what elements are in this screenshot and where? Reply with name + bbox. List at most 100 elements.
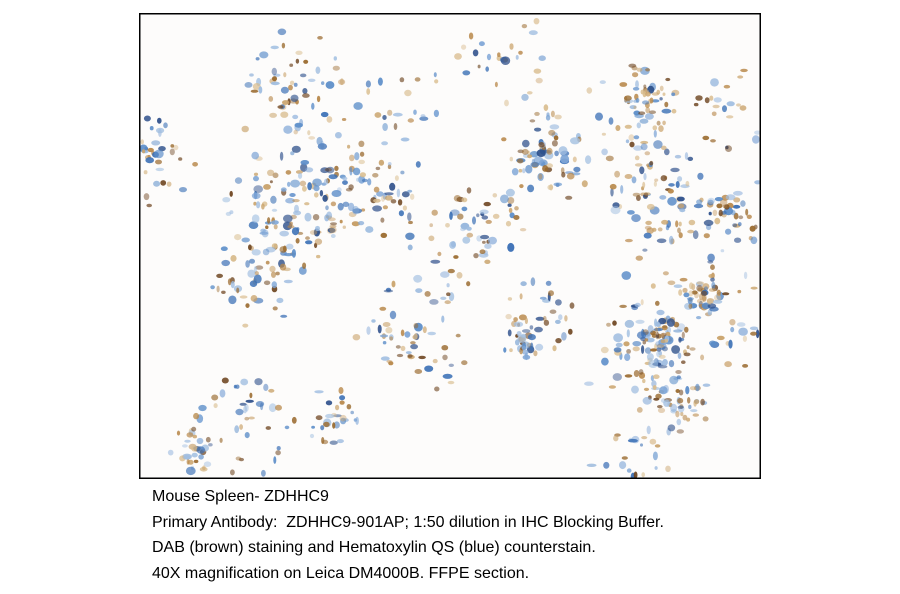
cell [399,77,405,83]
cell [468,32,474,40]
cell [461,206,468,212]
cell [707,197,715,204]
cell [608,117,614,125]
cell [653,181,658,187]
cell [633,370,640,377]
cell [155,167,165,172]
cell [654,343,658,351]
cell [340,78,344,86]
cell [339,414,347,422]
cell [338,387,344,394]
cell [225,211,232,216]
cell [686,345,690,350]
cell [291,416,297,424]
cell [601,148,608,156]
cell [377,324,382,334]
cell [247,269,256,278]
cell [202,465,206,471]
cell [398,210,404,217]
cell [359,151,365,157]
cell [460,227,466,232]
cell [376,191,384,197]
cell [330,234,336,238]
cell [407,212,412,221]
cell [382,115,387,120]
cell [725,145,732,153]
cell [651,92,660,96]
cell [668,235,674,245]
cell [280,111,289,118]
cell [245,260,250,268]
cell [239,402,247,406]
cell [285,243,294,250]
cell [530,161,540,168]
cell [676,375,681,380]
cell [633,471,638,479]
cell [737,289,742,294]
cell [626,468,632,473]
cell [461,44,467,50]
cell [750,331,757,336]
cell [681,331,685,339]
cell [702,296,707,302]
cell [349,154,355,162]
cell [737,75,744,79]
cell [325,400,333,406]
cell [687,397,691,404]
cell [307,130,311,136]
cell [657,227,663,232]
cell [410,193,415,200]
cell [325,205,329,211]
cell [456,272,463,279]
cell [262,248,270,256]
cell [710,277,715,282]
cell [427,331,437,336]
cell [688,303,693,309]
cell [350,410,354,415]
cell [635,319,645,324]
cell [610,187,614,197]
cell [277,105,284,109]
cell [290,94,299,103]
cell [660,339,666,344]
cell [419,116,429,121]
cell [521,346,527,351]
cell [316,254,321,259]
cell [413,333,418,340]
cell [263,280,271,286]
cell [230,469,235,476]
cell [658,317,667,325]
cell [466,187,472,194]
cell [752,135,760,144]
cell [485,66,490,72]
cell [632,341,642,347]
cell [650,330,656,336]
cell [461,197,468,203]
cell [183,455,191,460]
cell [283,72,287,78]
cell [505,220,512,227]
cell [547,184,554,190]
cell [509,212,515,219]
cell [535,77,543,84]
cell [642,396,652,405]
cell [432,358,438,364]
cell [324,178,329,185]
cell [324,167,332,172]
cell [586,87,593,94]
cell [281,42,286,49]
cell [520,333,527,339]
cell [661,346,668,352]
cell [476,213,480,218]
cell [676,429,684,434]
cell [320,167,330,174]
cell [255,401,265,407]
cell [296,227,300,231]
cell [353,102,363,110]
cell [293,82,298,87]
cell [442,354,448,361]
cell [242,323,249,328]
cell [584,381,594,386]
cell [378,159,385,166]
cell [700,398,705,406]
